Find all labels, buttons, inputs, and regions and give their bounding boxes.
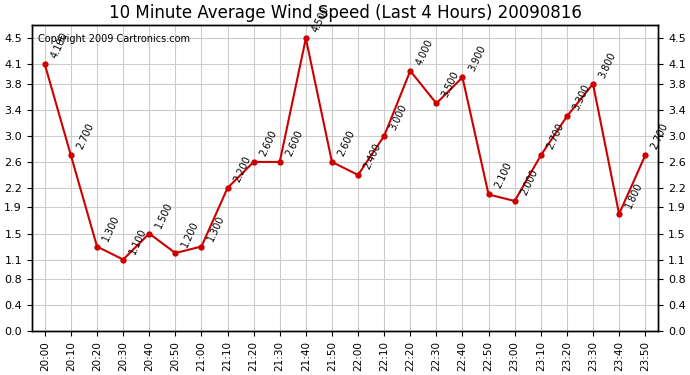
Text: 1.300: 1.300 (101, 213, 122, 242)
Text: 1.300: 1.300 (206, 213, 226, 242)
Text: 3.000: 3.000 (388, 103, 409, 132)
Text: 4.100: 4.100 (49, 31, 70, 60)
Text: 2.400: 2.400 (362, 141, 383, 171)
Text: 4.500: 4.500 (310, 5, 331, 34)
Text: 2.600: 2.600 (258, 129, 279, 158)
Text: 2.700: 2.700 (75, 122, 96, 151)
Title: 10 Minute Average Wind Speed (Last 4 Hours) 20090816: 10 Minute Average Wind Speed (Last 4 Hou… (108, 4, 582, 22)
Text: 2.700: 2.700 (649, 122, 670, 151)
Text: 2.100: 2.100 (493, 161, 513, 190)
Text: 2.700: 2.700 (545, 122, 566, 151)
Text: 1.200: 1.200 (179, 220, 200, 249)
Text: 1.800: 1.800 (623, 181, 644, 210)
Text: 3.300: 3.300 (571, 83, 592, 112)
Text: 3.500: 3.500 (440, 70, 462, 99)
Text: 3.800: 3.800 (597, 51, 618, 80)
Text: 2.000: 2.000 (519, 168, 540, 197)
Text: Copyright 2009 Cartronics.com: Copyright 2009 Cartronics.com (38, 34, 190, 45)
Text: 4.000: 4.000 (415, 38, 435, 67)
Text: 3.900: 3.900 (466, 44, 487, 73)
Text: 1.100: 1.100 (127, 226, 148, 255)
Text: 2.600: 2.600 (336, 129, 357, 158)
Text: 1.500: 1.500 (153, 200, 174, 230)
Text: 2.200: 2.200 (232, 154, 253, 184)
Text: 2.600: 2.600 (284, 129, 305, 158)
